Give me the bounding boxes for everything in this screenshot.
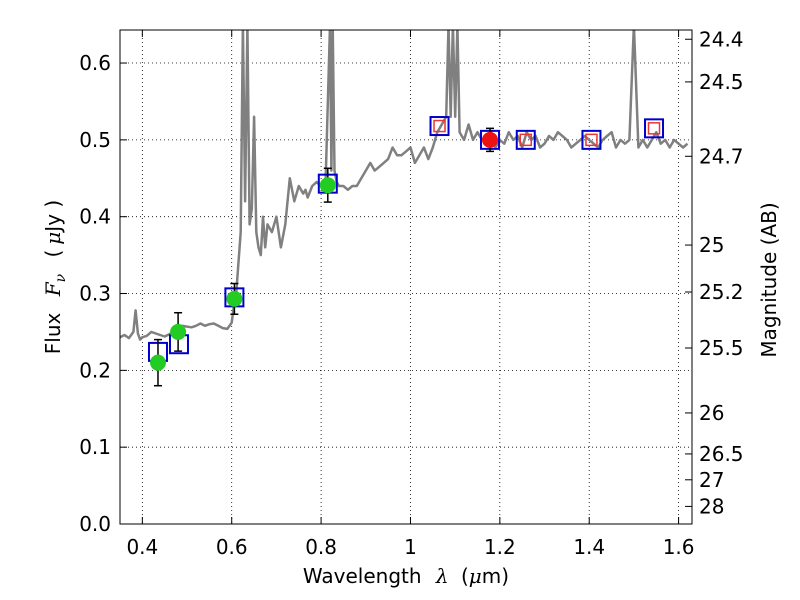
model-box — [644, 118, 665, 139]
axis-ticks — [120, 30, 692, 525]
y-tick-label: 0.3 — [79, 282, 111, 306]
model-box — [515, 129, 536, 150]
model-box — [581, 129, 602, 150]
y2-tick-label: 24.4 — [699, 27, 744, 51]
model-spectrum-line — [120, 30, 689, 341]
x-axis-title: Wavelength λ (μm) — [303, 564, 509, 588]
observed-point — [226, 290, 243, 307]
highlight-point — [482, 131, 499, 148]
y2-tick-label: 28 — [699, 494, 724, 518]
y2-tick-label: 26.5 — [699, 442, 744, 466]
x-tick-label: 1.2 — [484, 535, 516, 559]
x-axis-title-unit-open: ( — [461, 564, 469, 588]
y-axis-title-text: Flux — [41, 312, 65, 354]
x-tick-label: 0.8 — [305, 535, 337, 559]
y-tick-label: 0.6 — [79, 51, 111, 75]
y2-tick-label: 24.7 — [699, 144, 744, 168]
y-axis-title-unit-mu: μ — [41, 232, 65, 245]
tick-labels: 0.4 0.6 0.8 1 1.2 1.4 1.6 0.0 0.1 0.2 0.3 0.4 0.5 0.6… — [79, 27, 743, 559]
y2-tick-label: 25.5 — [699, 336, 744, 360]
inner-box — [519, 133, 533, 147]
y-axis-title-symbol-sub: ν — [53, 273, 69, 282]
x-tick-label: 0.4 — [126, 535, 158, 559]
y2-tick-label: 25.2 — [699, 280, 744, 304]
model-spectrum — [120, 30, 689, 341]
inner-box — [433, 119, 446, 133]
x-axis-title-symbol: λ — [435, 564, 449, 588]
observed-points — [149, 127, 499, 387]
x-tick-label: 1.6 — [663, 535, 695, 559]
observed-point — [170, 323, 187, 340]
y-tick-label: 0.5 — [79, 128, 111, 152]
y-axis-title: Flux Fν ( μJy ) — [41, 200, 70, 354]
x-tick-label: 1.4 — [573, 535, 605, 559]
model-boxes — [147, 116, 665, 362]
y2-tick-label: 24.5 — [699, 70, 744, 94]
y-tick-label: 0.4 — [79, 205, 111, 229]
y-tick-label: 0.1 — [79, 435, 111, 459]
y2-axis-title: Magnitude (AB) — [757, 202, 781, 357]
observed-point — [319, 177, 336, 194]
y-tick-label: 0.2 — [79, 358, 111, 382]
y2-tick-label: 27 — [699, 468, 724, 492]
plot-frame — [119, 29, 693, 525]
y-axis-title-unit-rest: Jy ) — [41, 200, 65, 234]
x-tick-label: 1 — [404, 535, 417, 559]
x-axis-title-unit-rest: m) — [482, 564, 509, 588]
y2-tick-label: 25 — [699, 233, 724, 257]
y-axis-title-unit-open: ( — [41, 250, 65, 258]
observed-point — [149, 354, 166, 371]
inner-box — [647, 122, 661, 135]
x-axis-title-unit-mu: μ — [469, 564, 482, 588]
inner-box — [585, 133, 598, 147]
grid-lines — [120, 30, 692, 524]
y2-tick-label: 26 — [699, 401, 724, 425]
model-box — [429, 116, 450, 137]
x-axis-title-text: Wavelength — [303, 564, 422, 588]
x-tick-label: 0.6 — [216, 535, 248, 559]
y-tick-label: 0.0 — [79, 512, 111, 536]
y-axis-title-symbol: F — [41, 281, 65, 297]
